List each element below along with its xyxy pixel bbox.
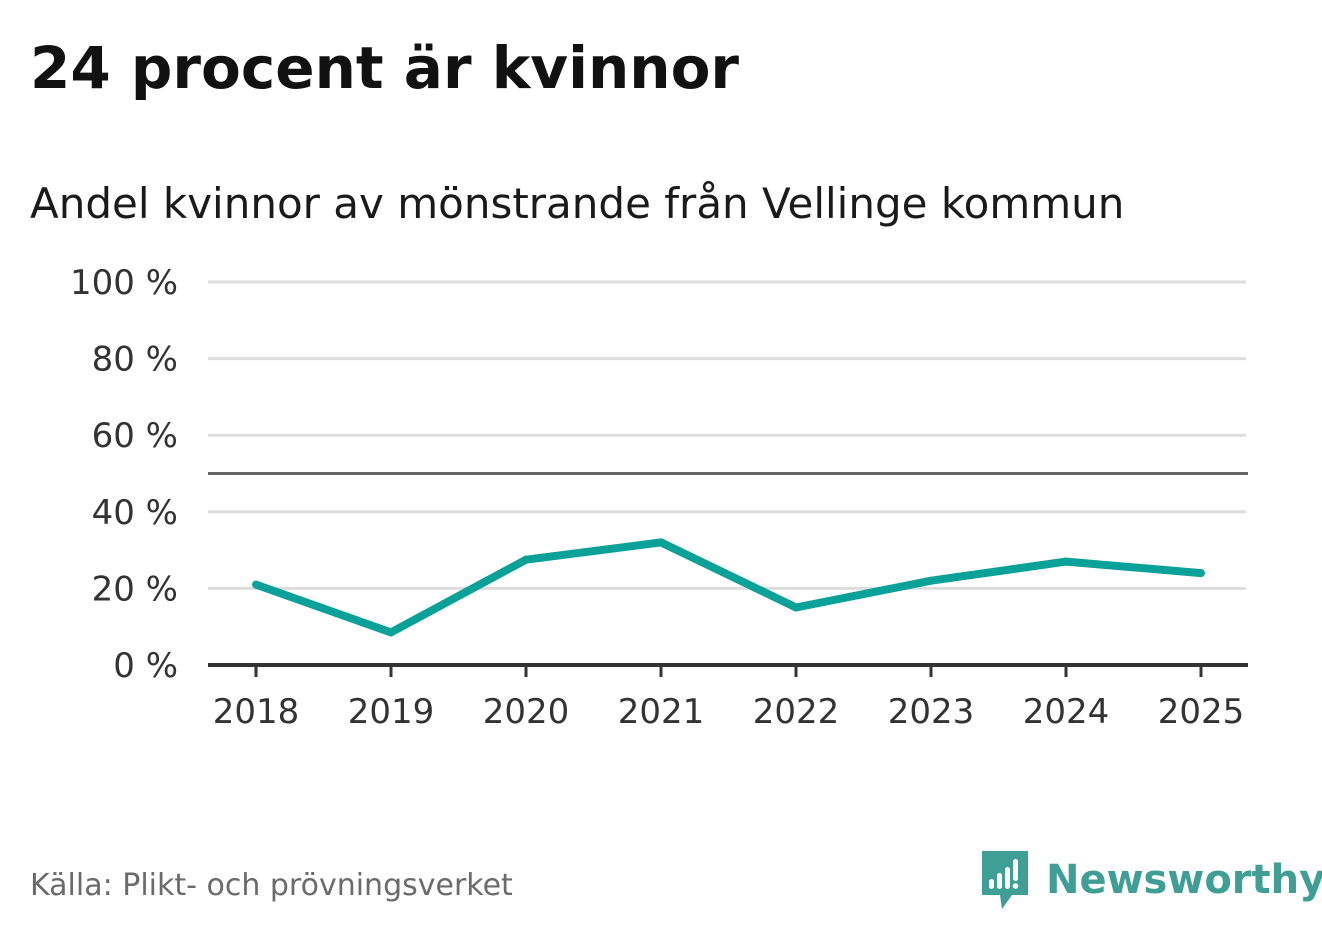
data-point-2025 xyxy=(1197,569,1205,578)
data-point-2019 xyxy=(387,628,395,637)
grid-lines xyxy=(208,280,1246,590)
x-tick-label: 2021 xyxy=(618,692,705,732)
series-line-0 xyxy=(254,538,1202,637)
y-tick-label: 80 % xyxy=(92,340,178,380)
y-tick-label: 100 % xyxy=(70,263,178,303)
chart-title: 24 procent är kvinnor xyxy=(30,34,740,102)
x-tick-label: 2018 xyxy=(213,692,300,732)
series-lines xyxy=(252,538,1205,637)
brand-name: Newsworthy xyxy=(1046,857,1322,903)
chart-subtitle: Andel kvinnor av mönstrande från Velling… xyxy=(30,179,1125,228)
y-tick-label: 20 % xyxy=(92,569,178,609)
y-axis-tick-labels: 0 % 20 % 40 % 60 % 80 % 100 % xyxy=(70,263,178,686)
y-tick-label: 40 % xyxy=(92,493,178,533)
data-point-2018 xyxy=(252,580,260,589)
x-tick-label: 2025 xyxy=(1158,692,1245,732)
source-note: Källa: Plikt- och prövningsverket xyxy=(30,868,513,903)
newsworthy-bar-chart-logo-icon xyxy=(982,851,1028,909)
x-tick-label: 2020 xyxy=(483,692,570,732)
data-point-2022 xyxy=(792,603,800,612)
data-point-2021 xyxy=(657,538,665,547)
x-tick-label: 2023 xyxy=(888,692,975,732)
data-point-2020 xyxy=(522,555,530,564)
data-point-2023 xyxy=(927,576,935,585)
axes xyxy=(208,663,1248,677)
x-tick-label: 2019 xyxy=(348,692,435,732)
y-tick-label: 0 % xyxy=(113,646,178,686)
y-tick-label: 60 % xyxy=(92,416,178,456)
x-tick-label: 2024 xyxy=(1023,692,1110,732)
x-tick-label: 2022 xyxy=(753,692,840,732)
brand-logo[interactable]: Newsworthy xyxy=(980,848,1322,912)
x-axis-tick-labels: 2018 2019 2020 2021 2022 2023 2024 2025 xyxy=(213,692,1245,732)
data-point-2024 xyxy=(1062,557,1070,566)
